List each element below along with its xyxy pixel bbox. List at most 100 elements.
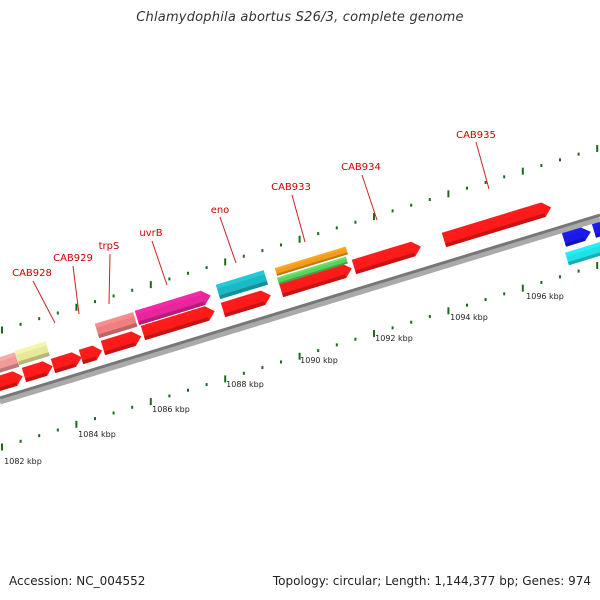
backbone-line: [0, 213, 600, 400]
gene-box-eno: [215, 270, 269, 300]
gene-arrow-highlight: [220, 290, 263, 307]
scale-label: 1086 kbp: [152, 405, 190, 414]
scale-label: 1090 kbp: [300, 356, 338, 365]
gene-arrow: [351, 241, 421, 275]
gene-arrow-highlight: [21, 361, 45, 372]
gene-arrow-body: [278, 263, 352, 298]
gene-arrow-highlight: [100, 331, 133, 345]
gene-arrow-body: [140, 306, 215, 341]
gene-label-leader: [475, 141, 490, 190]
gene-arrow-shadow: [282, 274, 347, 298]
gene-arrow-body: [100, 331, 142, 356]
gene-arrow-shadow: [445, 213, 546, 248]
features-layer: [0, 202, 600, 393]
gene-box-cyan-shadow: [567, 250, 600, 266]
gene-arrow-blue-shadow: [565, 237, 586, 247]
gene-arrow-blue-highlight: [561, 227, 583, 238]
gene-label: CAB933: [271, 182, 311, 193]
gene-box-CAB933-body: [274, 246, 348, 276]
gene-box-CAB933-green: [276, 256, 348, 285]
scale-label: 1082 kbp: [4, 457, 42, 466]
gene-arrow-uvrB-highlight: [134, 290, 203, 315]
gene-label-leader: [108, 253, 111, 305]
gene-arrow-highlight: [140, 306, 207, 330]
gene-box-CAB933-green-highlight: [276, 256, 347, 280]
scale-label: 1092 kbp: [375, 334, 413, 343]
gene-label: CAB928: [12, 268, 52, 279]
gene-box-khaki-body: [14, 341, 50, 366]
topology-summary: Topology: circular; Length: 1,144,377 bp…: [272, 574, 591, 588]
gene-arrow-body: [0, 371, 23, 393]
gene-arrow-uvrB: [134, 290, 211, 326]
gene-arrow: [220, 290, 271, 318]
gene-box-CAB933-highlight: [274, 246, 347, 271]
gene-label-leader: [72, 265, 80, 315]
gene-box-trpS-body: [94, 312, 138, 339]
gene-arrow-blue-highlight: [591, 222, 600, 229]
gene-arrow-shadow: [0, 382, 18, 393]
gene-arrow: [50, 352, 82, 374]
gene-arrow-shadow: [224, 301, 266, 318]
gene-label-leader: [151, 240, 168, 286]
scale-label: 1094 kbp: [450, 313, 488, 322]
gene-arrow-shadow: [54, 363, 77, 374]
gene-label: CAB934: [341, 162, 381, 173]
gene-box-khaki: [14, 341, 50, 366]
gene-box-cyan-body: [565, 241, 600, 266]
gene-arrow-shadow: [82, 356, 97, 365]
gene-arrow-highlight: [351, 241, 413, 264]
gene-arrow-body: [220, 290, 271, 318]
tick-marks-layer: [1, 144, 599, 451]
gene-label: eno: [211, 205, 230, 216]
gene-arrow-highlight: [0, 371, 15, 382]
gene-box-trpS: [94, 312, 138, 339]
gene-arrow-highlight: [441, 202, 543, 237]
gene-arrow-body: [441, 202, 552, 248]
gene-arrow-highlight: [50, 352, 74, 363]
gene-box-CAB933: [274, 246, 348, 276]
backbone-shadow: [0, 216, 600, 405]
gene-label: trpS: [99, 241, 120, 252]
gene-arrow-shadow: [104, 342, 136, 356]
gene-arrow-highlight: [78, 345, 94, 354]
scale-label: 1088 kbp: [226, 380, 264, 389]
gene-label-leader: [361, 174, 378, 221]
gene-arrow-shadow: [144, 317, 210, 341]
gene-arrow-blue-shadow: [595, 232, 600, 238]
accession-label: Accession: NC_004552: [9, 574, 146, 588]
gene-label: CAB935: [456, 130, 496, 141]
gene-arrow-shadow: [355, 252, 416, 275]
gene-arrow-blue: [591, 222, 600, 238]
gene-box-CAB933-shadow: [276, 252, 348, 276]
gene-box-CAB933-green-body: [276, 256, 348, 285]
gene-box-pink-shadow: [0, 363, 20, 374]
scale-label: 1084 kbp: [78, 430, 116, 439]
gene-arrow: [78, 345, 103, 365]
gene-arrow-shadow: [25, 372, 48, 383]
gene-arrow: [21, 361, 53, 383]
gene-arrow-body: [351, 241, 421, 275]
map-title: Chlamydophila abortus S26/3, complete ge…: [136, 10, 464, 25]
gene-label-leader: [219, 216, 237, 264]
gene-arrow: [100, 331, 142, 356]
gene-box-eno-highlight: [215, 270, 265, 289]
gene-arrow-blue: [561, 227, 591, 247]
scale-labels-layer: 1082 kbp 1084 kbp 1086 kbp 1088 kbp 1090 kbp…: [4, 292, 564, 466]
gene-label-leader: [291, 194, 306, 243]
gene-box-khaki-highlight: [14, 341, 47, 355]
gene-box-cyan-highlight: [565, 241, 600, 257]
gene-label-leader: [32, 280, 56, 324]
gene-arrow: [0, 371, 23, 393]
gene-arrow: [441, 202, 552, 248]
gene-arrow: [140, 306, 215, 341]
scale-label: 1096 kbp: [526, 292, 564, 301]
gene-box-pink: [0, 352, 20, 374]
gene-label: uvrB: [139, 228, 162, 239]
gene-box-trpS-shadow: [98, 322, 138, 339]
gene-box-CAB933-green-shadow: [278, 261, 348, 285]
gene-arrow-uvrB-shadow: [138, 301, 206, 326]
gene-label: CAB929: [53, 253, 93, 264]
